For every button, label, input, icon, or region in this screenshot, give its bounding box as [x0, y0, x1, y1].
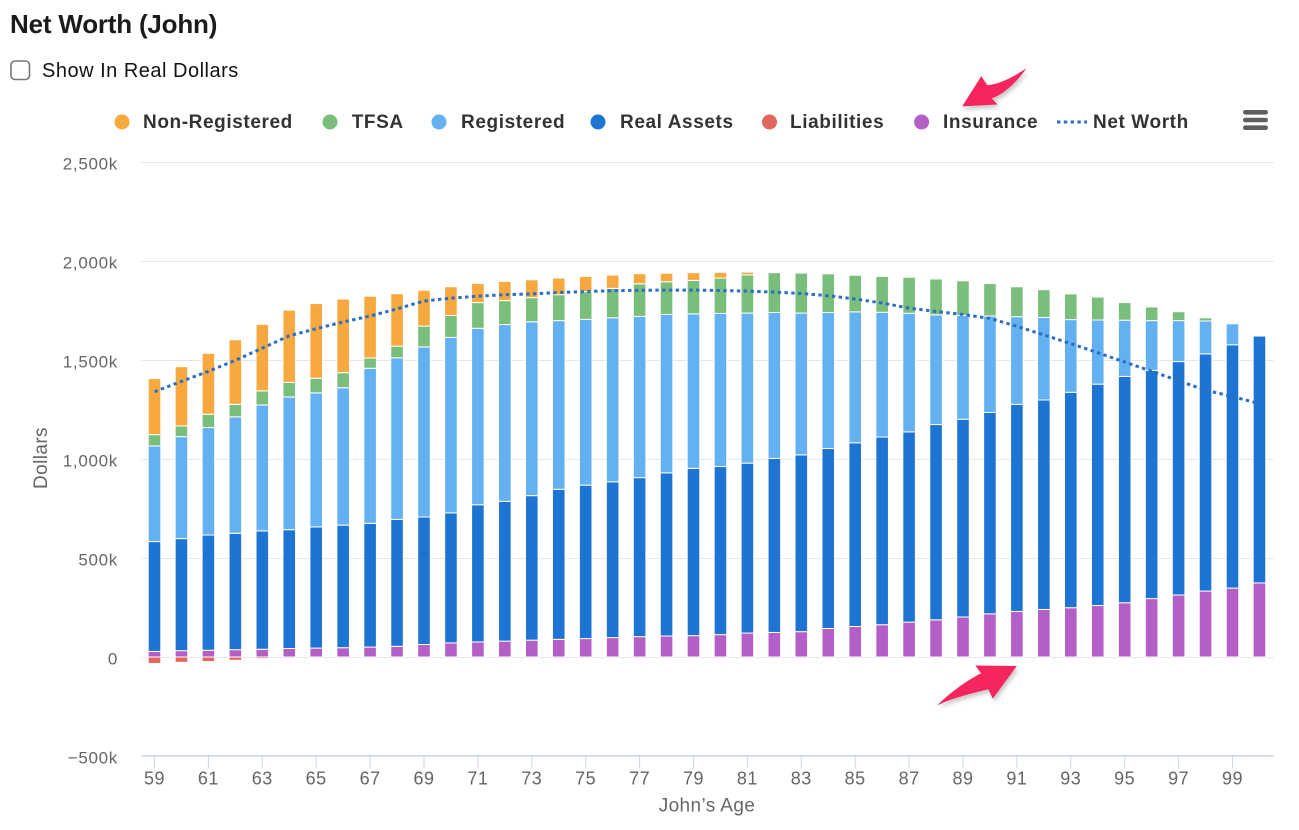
- svg-text:99: 99: [1222, 769, 1243, 789]
- svg-text:91: 91: [1006, 769, 1027, 789]
- svg-text:59: 59: [144, 769, 165, 789]
- svg-text:Net Worth (John): Net Worth (John): [10, 9, 217, 39]
- svg-text:75: 75: [575, 769, 596, 789]
- svg-text:95: 95: [1114, 769, 1135, 789]
- svg-text:Non-Registered: Non-Registered: [143, 112, 293, 133]
- svg-text:79: 79: [683, 769, 704, 789]
- svg-text:1,000k: 1,000k: [63, 452, 118, 471]
- svg-text:1,500k: 1,500k: [63, 353, 118, 372]
- svg-text:63: 63: [252, 769, 273, 789]
- svg-text:65: 65: [306, 769, 327, 789]
- svg-text:2,000k: 2,000k: [63, 254, 118, 273]
- svg-text:Registered: Registered: [461, 112, 565, 133]
- svg-text:77: 77: [629, 769, 650, 789]
- svg-text:67: 67: [360, 769, 381, 789]
- svg-text:John’s Age: John’s Age: [659, 796, 756, 817]
- svg-text:89: 89: [952, 769, 973, 789]
- svg-text:TFSA: TFSA: [352, 112, 404, 133]
- svg-text:Show In Real Dollars: Show In Real Dollars: [42, 60, 239, 82]
- svg-text:2,500k: 2,500k: [63, 155, 118, 174]
- svg-text:61: 61: [198, 769, 219, 789]
- svg-text:71: 71: [467, 769, 488, 789]
- svg-text:83: 83: [791, 769, 812, 789]
- svg-text:Insurance: Insurance: [943, 112, 1038, 133]
- svg-text:93: 93: [1060, 769, 1081, 789]
- svg-text:97: 97: [1168, 769, 1189, 789]
- svg-text:−500k: −500k: [68, 749, 118, 768]
- svg-text:85: 85: [845, 769, 866, 789]
- svg-text:Liabilities: Liabilities: [790, 112, 884, 133]
- svg-text:500k: 500k: [78, 551, 118, 570]
- svg-text:Real Assets: Real Assets: [620, 112, 734, 133]
- svg-text:69: 69: [413, 769, 434, 789]
- svg-text:Dollars: Dollars: [31, 427, 52, 489]
- svg-text:Net Worth: Net Worth: [1093, 112, 1189, 133]
- svg-text:87: 87: [899, 769, 920, 789]
- svg-text:0: 0: [108, 650, 118, 669]
- svg-text:73: 73: [521, 769, 542, 789]
- svg-text:81: 81: [737, 769, 758, 789]
